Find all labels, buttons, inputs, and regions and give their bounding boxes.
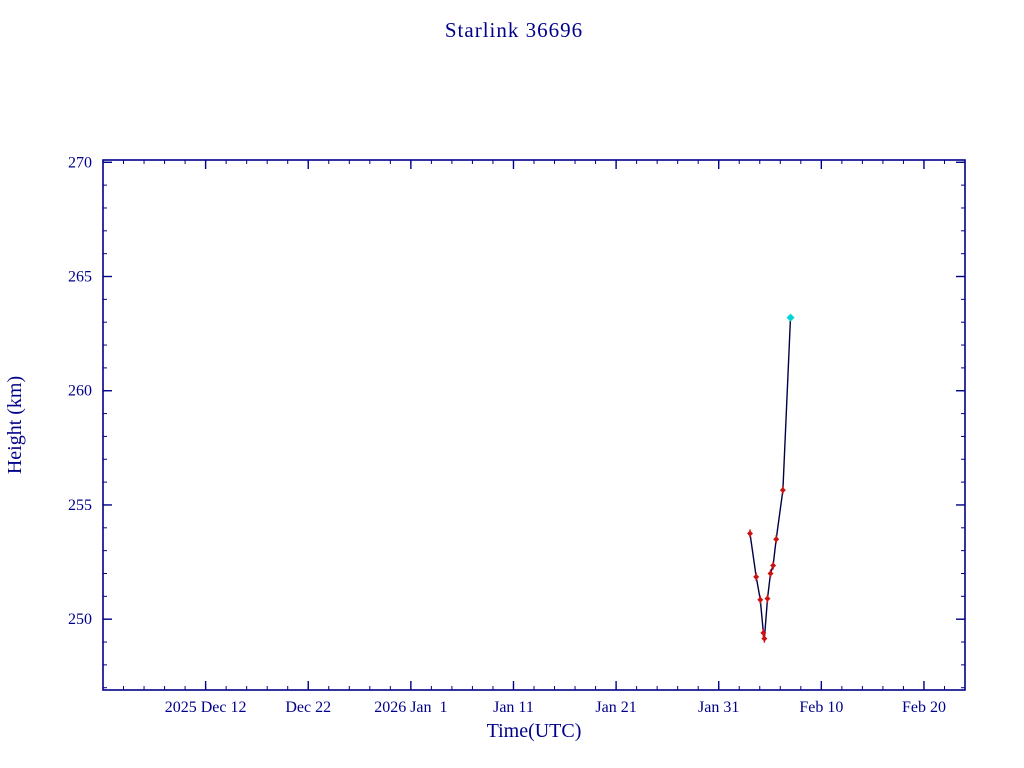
obs-point-marker	[753, 573, 760, 580]
latest-point-marker	[786, 313, 795, 322]
y-tick-label: 265	[68, 269, 92, 286]
obs-point-marker	[764, 595, 771, 602]
obs-point-marker	[761, 635, 768, 642]
x-tick-label: Dec 22	[285, 699, 331, 716]
x-tick-label: 2025 Dec 12	[165, 699, 247, 716]
chart-title: Starlink 36696	[445, 18, 583, 42]
obs-point-marker	[747, 530, 754, 537]
obs-point-marker	[779, 487, 786, 494]
x-tick-label: Jan 31	[698, 699, 739, 716]
y-tick-label: 255	[68, 497, 92, 514]
x-tick-label: Jan 21	[595, 699, 636, 716]
plot-area: 2025 Dec 12 Dec 22 2026 Jan 1 Jan 11 Jan 21 J…	[68, 154, 966, 716]
y-tick-label: 260	[68, 383, 92, 400]
x-axis-label: Time(UTC)	[487, 720, 582, 742]
obs-point-marker	[773, 536, 780, 543]
obs-point-marker	[760, 629, 767, 636]
x-tick-label: Jan 11	[493, 699, 534, 716]
obs-point-marker	[767, 570, 774, 577]
obs-point-marker	[757, 596, 764, 603]
x-tick-label: Feb 10	[799, 699, 843, 716]
y-axis-label: Height (km)	[4, 376, 26, 474]
x-tick-label: Feb 20	[902, 699, 946, 716]
y-tick-label: 270	[68, 154, 92, 171]
x-tick-label: 2026 Jan 1	[374, 699, 447, 716]
plot-frame	[102, 159, 966, 691]
obs-point-marker	[770, 562, 777, 569]
height-track-line	[749, 317, 792, 640]
y-tick-label: 250	[68, 611, 92, 628]
